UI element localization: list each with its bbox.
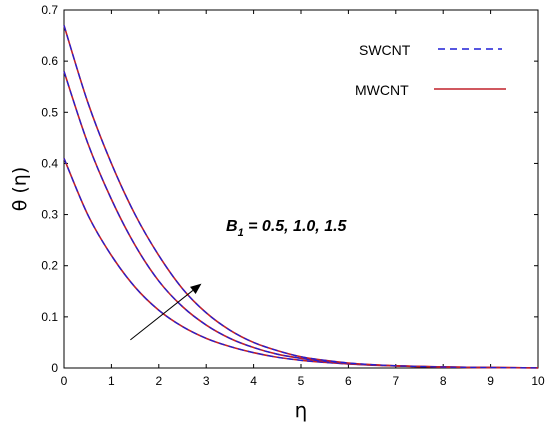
annotation-symbol: B [226, 218, 238, 235]
data-series [63, 25, 539, 369]
x-tick-label: 6 [345, 374, 352, 388]
y-axis-title: θ (η) [9, 167, 31, 212]
x-tick-label: 2 [155, 374, 162, 388]
y-tick-label: 0.1 [41, 310, 58, 324]
x-tick-label: 1 [108, 374, 115, 388]
axis-ticks: 0 1 2 3 4 5 6 7 8 9 10 0 0.1 0.2 0.3 0.4 0.5 0.6 0.7 [41, 3, 545, 388]
y-tick-label: 0 [51, 361, 58, 375]
series-line-swcnt [63, 25, 539, 369]
x-tick-label: 0 [61, 374, 68, 388]
y-tick-label: 0.7 [41, 3, 58, 17]
x-tick-label: 4 [250, 374, 257, 388]
legend: SWCNT MWCNT [355, 42, 506, 98]
annotation-values: = 0.5, 1.0, 1.5 [244, 218, 348, 235]
x-tick-label: 8 [440, 374, 447, 388]
legend-label-swcnt: SWCNT [359, 42, 411, 58]
x-tick-label: 3 [203, 374, 210, 388]
y-tick-label: 0.3 [41, 208, 58, 222]
y-tick-label: 0.2 [41, 259, 58, 273]
annotation-arrow [130, 290, 194, 341]
parameter-annotation: B1 = 0.5, 1.0, 1.5 [130, 218, 348, 341]
y-tick-label: 0.6 [41, 54, 58, 68]
x-tick-label: 9 [487, 374, 494, 388]
y-tick-label: 0.5 [41, 105, 58, 119]
x-tick-label: 5 [298, 374, 305, 388]
legend-label-mwcnt: MWCNT [355, 82, 409, 98]
y-tick-label: 0.4 [41, 156, 58, 170]
annotation-label: B1 = 0.5, 1.0, 1.5 [226, 218, 348, 239]
x-tick-label: 10 [531, 374, 545, 388]
x-axis-title: η [295, 398, 308, 422]
annotation-arrowhead [190, 283, 202, 294]
x-tick-label: 7 [392, 374, 399, 388]
annotation-subscript: 1 [238, 227, 244, 239]
